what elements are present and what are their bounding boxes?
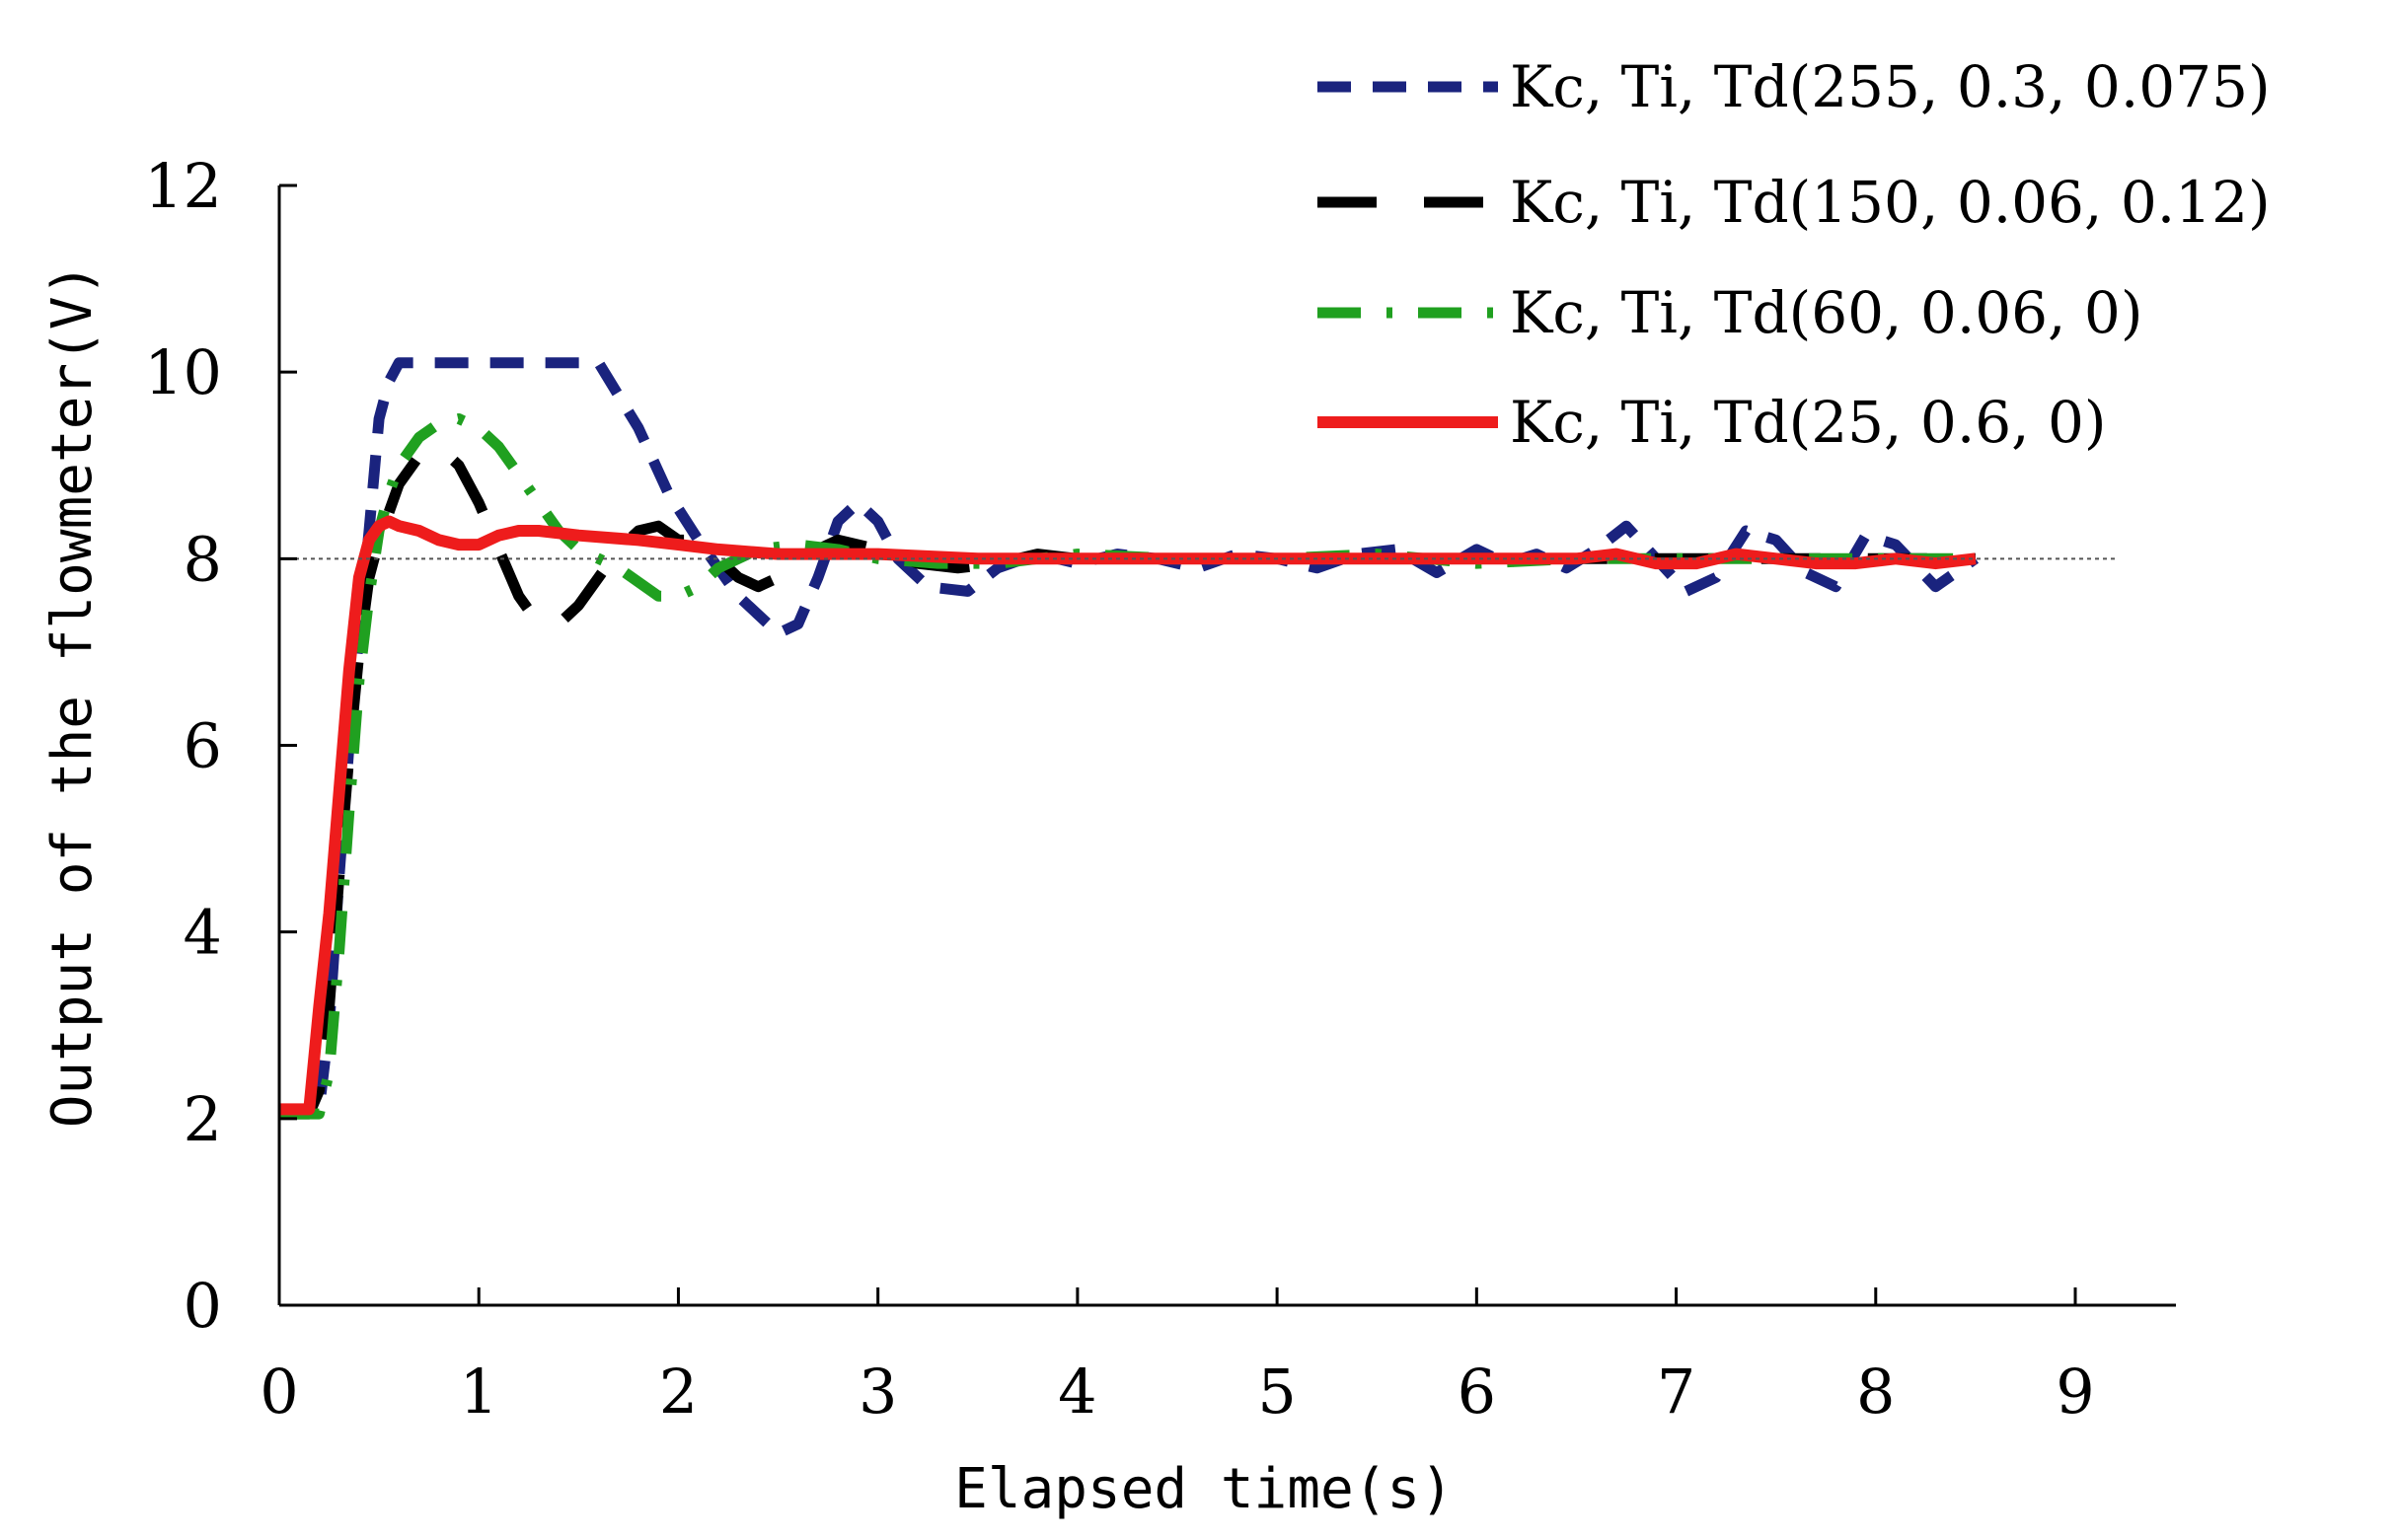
y-axis-title: Output of the flowmeter(V) [40,263,105,1129]
x-tick-label: 3 [859,1356,897,1428]
x-tick-label: 4 [1058,1356,1096,1428]
x-tick-label: 7 [1657,1356,1695,1428]
y-tick-label: 2 [184,1083,222,1155]
y-tick-label: 10 [144,336,222,408]
legend-label: Kc, Ti, Td(150, 0.06, 0.12) [1510,169,2271,236]
x-tick-label: 8 [1856,1356,1895,1428]
x-tick-label: 5 [1257,1356,1296,1428]
series-line [279,413,1976,1120]
y-ticks: 0 2 4 6 8 10 12 [144,150,297,1342]
y-tick-label: 0 [184,1270,222,1342]
x-ticks: 0 1 2 3 4 5 6 7 8 9 [260,1287,2095,1428]
legend: Kc, Ti, Td(255, 0.3, 0.075) Kc, Ti, Td(15… [1317,53,2271,456]
legend-label: Kc, Ti, Td(60, 0.06, 0) [1510,279,2142,346]
y-tick-label: 8 [184,523,222,595]
x-tick-label: 9 [2056,1356,2094,1428]
x-tick-label: 1 [459,1356,497,1428]
series-line [279,441,1976,1120]
x-tick-label: 6 [1458,1356,1496,1428]
x-tick-label: 0 [260,1356,298,1428]
x-tick-label: 2 [659,1356,698,1428]
legend-label: Kc, Ti, Td(255, 0.3, 0.075) [1510,53,2271,120]
series-line [279,515,1977,1116]
y-tick-label: 12 [144,150,222,222]
legend-label: Kc, Ti, Td(25, 0.6, 0) [1510,389,2107,456]
y-tick-label: 4 [184,897,222,969]
plot-lines [279,357,1980,1120]
y-tick-label: 6 [184,710,222,782]
x-axis-title: Elapsed time(s) [954,1457,1454,1521]
axes [277,185,2176,1307]
series-line [279,357,1980,1115]
